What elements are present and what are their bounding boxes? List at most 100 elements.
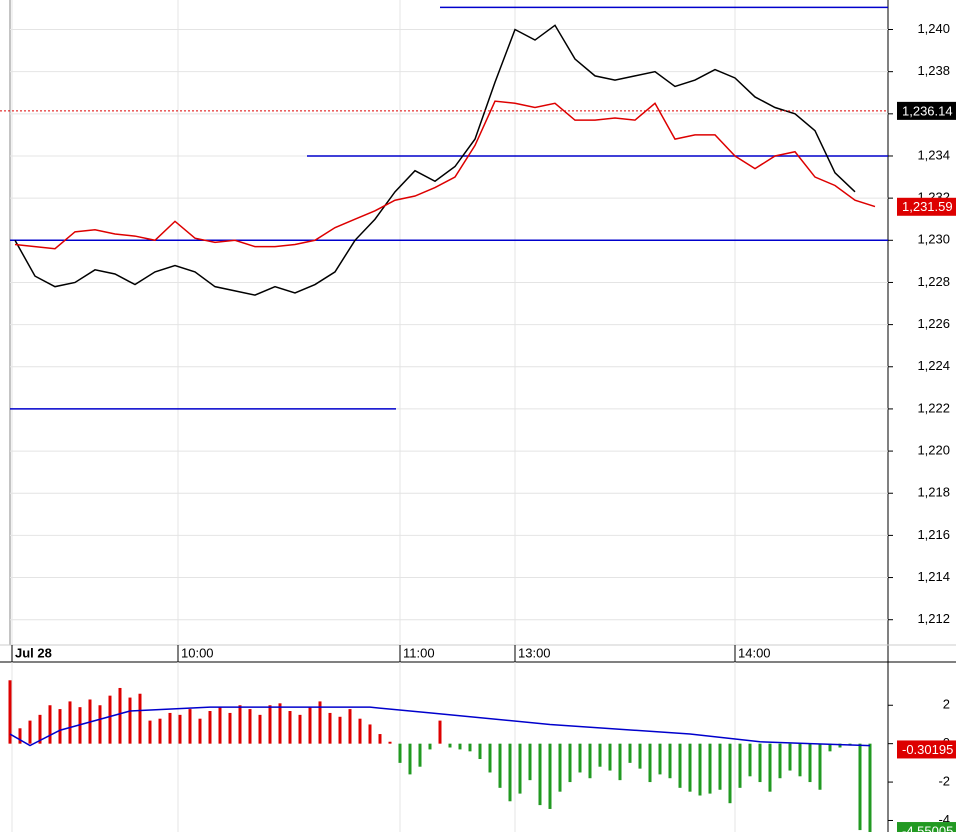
value-box — [897, 822, 956, 832]
histogram-bar — [578, 743, 582, 773]
histogram-bar — [628, 743, 632, 763]
histogram-bar — [248, 709, 252, 744]
line-series — [14, 24, 856, 296]
y-tick-label: 1,216 — [917, 527, 950, 542]
histogram-bar — [98, 705, 102, 744]
histogram-bar — [648, 743, 652, 783]
histogram-bar — [498, 743, 502, 788]
y-tick-label: 1,224 — [917, 358, 950, 373]
histogram-bar — [168, 712, 172, 744]
histogram-bar — [108, 695, 112, 744]
histogram-bar — [348, 709, 352, 744]
histogram-bar — [458, 743, 462, 750]
value-box-label: 1,231.59 — [902, 199, 953, 214]
histogram-bar — [838, 743, 842, 748]
histogram-bar — [748, 743, 752, 777]
histogram-bar — [8, 680, 12, 744]
histogram-bar — [328, 712, 332, 744]
value-box — [897, 197, 956, 216]
histogram-bar — [638, 743, 642, 769]
histogram-bar — [858, 743, 862, 831]
histogram-bar — [768, 743, 772, 792]
histogram-bar — [258, 714, 262, 744]
value-box-label: 1,236.14 — [902, 103, 953, 118]
histogram-bar — [268, 705, 272, 744]
histogram-bar — [538, 743, 542, 806]
histogram-bar — [158, 718, 162, 744]
histogram-bar — [198, 718, 202, 744]
histogram-bar — [228, 712, 232, 744]
x-tick-label: 11:00 — [403, 645, 435, 660]
histogram-bar — [528, 743, 532, 781]
x-tick-label: 13:00 — [518, 645, 551, 660]
histogram-bar — [718, 743, 722, 790]
histogram-bar — [68, 701, 72, 744]
y-tick-label: 1,230 — [917, 232, 950, 247]
x-tick-label: 10:00 — [181, 645, 214, 660]
histogram-bar — [188, 709, 192, 744]
value-box — [897, 101, 956, 120]
histogram-bar — [558, 743, 562, 792]
histogram-bar — [238, 705, 242, 744]
histogram-bar — [358, 718, 362, 744]
histogram-bar — [18, 728, 22, 744]
histogram-bar — [118, 687, 122, 744]
histogram-bar — [208, 711, 212, 744]
histogram-bar — [448, 743, 452, 748]
y-tick-label: -2 — [938, 774, 950, 789]
histogram-bar — [708, 743, 712, 794]
y-tick-label: 1,228 — [917, 274, 950, 289]
histogram-bar — [618, 743, 622, 781]
histogram-bar — [468, 743, 472, 752]
histogram-bar — [868, 743, 872, 832]
histogram-bar — [668, 743, 672, 779]
histogram-bar — [138, 693, 142, 744]
y-tick-label: 1,214 — [917, 569, 950, 584]
histogram-bar — [408, 743, 412, 775]
histogram-bar — [148, 720, 152, 744]
histogram-bar — [48, 705, 52, 744]
histogram-bar — [428, 743, 432, 750]
histogram-bar — [478, 743, 482, 760]
histogram-bar — [128, 697, 132, 744]
histogram-bar — [318, 701, 322, 744]
x-tick-label: Jul 28 — [15, 645, 52, 660]
histogram-bar — [548, 743, 552, 809]
histogram-bar — [658, 743, 662, 775]
histogram-bar — [828, 743, 832, 752]
histogram-bar — [278, 703, 282, 744]
histogram-bar — [688, 743, 692, 792]
y-tick-label: 1,234 — [917, 147, 950, 162]
line-series — [9, 706, 871, 747]
y-tick-label: 1,226 — [917, 316, 950, 331]
histogram-bar — [308, 707, 312, 744]
histogram-bar — [698, 743, 702, 796]
histogram-bar — [818, 743, 822, 790]
y-tick-label: -4 — [938, 812, 950, 827]
y-tick-label: 1,240 — [917, 21, 950, 36]
y-tick-label: 1,238 — [917, 63, 950, 78]
histogram-bar — [288, 711, 292, 744]
histogram-bar — [38, 714, 42, 744]
histogram-bar — [338, 716, 342, 744]
y-tick-label: 1,222 — [917, 400, 950, 415]
histogram-bar — [588, 743, 592, 779]
histogram-bar — [728, 743, 732, 804]
histogram-bar — [398, 743, 402, 763]
histogram-bar — [678, 743, 682, 788]
x-tick-label: 14:00 — [738, 645, 771, 660]
histogram-bar — [788, 743, 792, 771]
histogram-bar — [808, 743, 812, 783]
histogram-bar — [488, 743, 492, 773]
histogram-bar — [388, 741, 392, 744]
value-box-label: -0.30195 — [902, 742, 953, 757]
histogram-bar — [798, 743, 802, 777]
histogram-bar — [378, 734, 382, 744]
y-tick-label: 2 — [943, 697, 950, 712]
value-box-label: -4.55005 — [902, 823, 953, 832]
histogram-bar — [508, 743, 512, 802]
histogram-bar — [178, 714, 182, 744]
histogram-bar — [598, 743, 602, 767]
